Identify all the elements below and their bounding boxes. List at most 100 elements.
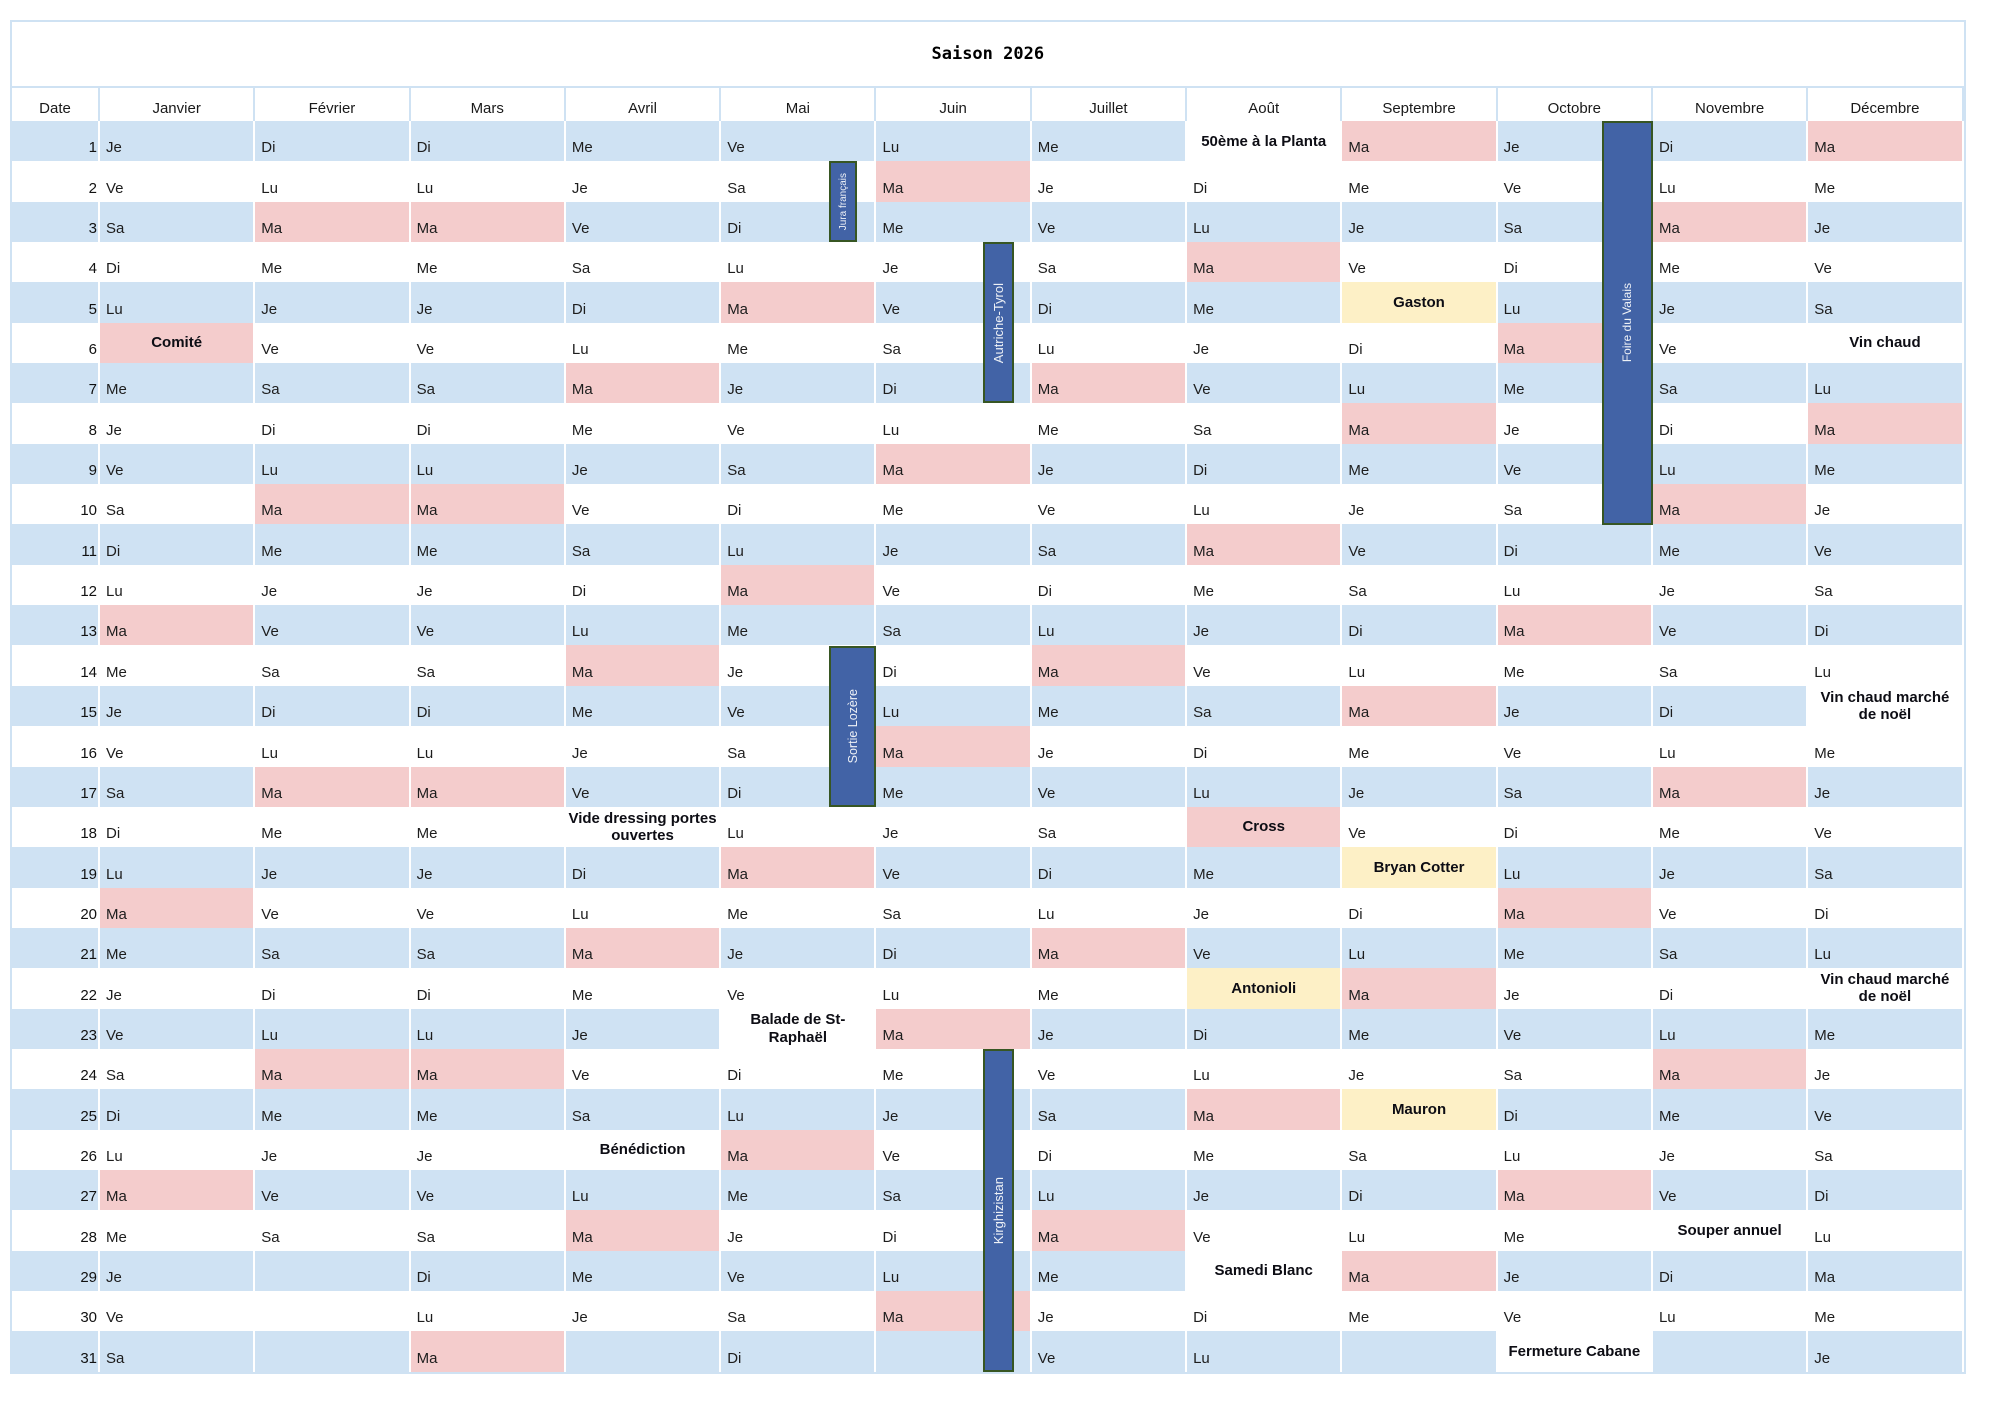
day-cell: Lu <box>1187 484 1343 525</box>
day-cell: Lu <box>1342 927 1498 969</box>
event-banner[interactable]: Gaston <box>1342 282 1498 323</box>
day-cell: Ve <box>100 161 256 202</box>
event-banner[interactable]: Vide dressing portes ouvertes <box>566 806 722 848</box>
day-cell: Sa <box>1498 1048 1653 1090</box>
trip-bar[interactable]: Kirghizistan <box>982 1049 1014 1372</box>
day-cell: Me <box>1497 927 1653 969</box>
day-cell: Lu <box>1652 443 1809 485</box>
day-cell: Lu <box>255 726 411 767</box>
day-cell: Di <box>876 1210 1032 1251</box>
day-cell: Je <box>1187 1169 1343 1211</box>
day-cell: Sa <box>100 201 256 243</box>
day-cell: Lu <box>1498 564 1653 606</box>
day-cell: Je <box>1032 726 1188 767</box>
day-cell: Je <box>1032 1290 1188 1332</box>
day-cell: Sa <box>721 1290 877 1332</box>
day-cell: Lu <box>410 443 566 485</box>
event-banner[interactable]: Bryan Cotter <box>1342 847 1498 888</box>
day-cell: Ve <box>876 564 1032 606</box>
day-cell: Me <box>1187 564 1343 606</box>
date-cell: 6 <box>12 322 100 364</box>
day-cell: Ma <box>1187 242 1343 283</box>
day-cell: Ma <box>721 1129 877 1170</box>
date-cell: 9 <box>12 443 100 485</box>
day-cell: Me <box>1808 726 1964 767</box>
event-banner[interactable]: Comité <box>100 322 256 364</box>
event-banner[interactable]: Vin chaud <box>1808 322 1964 364</box>
day-cell: Je <box>1187 605 1343 646</box>
day-cell: Di <box>566 564 722 606</box>
date-cell: 15 <box>12 685 100 727</box>
trip-bar[interactable]: Foire du Valais <box>1601 121 1653 525</box>
day-cell: Je <box>1808 766 1964 807</box>
day-cell: Ma <box>1342 1250 1498 1291</box>
day-cell: Je <box>1187 887 1343 928</box>
day-cell: Ma <box>1031 1210 1188 1251</box>
day-cell: Ma <box>565 645 722 686</box>
day-cell: Ma <box>1187 1089 1343 1130</box>
day-cell: Ma <box>1342 968 1498 1009</box>
event-banner[interactable]: Fermeture Cabane <box>1498 1331 1653 1372</box>
day-cell: Di <box>1187 1008 1343 1049</box>
day-cell: Ma <box>876 726 1032 767</box>
date-cell: 2 <box>12 161 100 202</box>
day-cell: Je <box>1498 968 1653 1009</box>
day-cell: Lu <box>411 1290 566 1332</box>
day-cell: Sa <box>255 645 411 686</box>
day-cell: Ve <box>1187 1210 1343 1251</box>
day-cell: Je <box>1032 161 1188 202</box>
day-cell: Je <box>411 564 566 606</box>
day-cell: Ve <box>1653 322 1809 364</box>
event-banner[interactable]: Antonioli <box>1187 968 1343 1009</box>
event-banner[interactable]: Cross <box>1187 806 1343 848</box>
trip-bar-label: Autriche-Tyrol <box>990 282 1006 363</box>
date-cell: 20 <box>12 887 100 928</box>
date-cell: 3 <box>12 201 100 243</box>
day-cell: Me <box>410 1089 566 1130</box>
day-cell: Ve <box>1031 201 1188 243</box>
date-cell: 27 <box>12 1169 100 1211</box>
event-banner[interactable]: Vin chaud marché de noël <box>1808 968 1964 1009</box>
day-cell: Me <box>1187 282 1343 323</box>
day-cell: Je <box>1497 1250 1653 1291</box>
event-banner[interactable]: Samedi Blanc <box>1187 1250 1343 1291</box>
day-cell: Je <box>100 121 256 162</box>
day-cell: Lu <box>1032 887 1188 928</box>
trip-bar[interactable]: Sortie Lozère <box>829 645 877 807</box>
event-banner[interactable]: Vin chaud marché de noël <box>1808 685 1964 727</box>
day-cell: Ma <box>1187 524 1343 565</box>
day-cell: Lu <box>1808 1210 1964 1251</box>
day-cell: Je <box>1031 443 1188 485</box>
day-cell: Ma <box>1652 484 1809 525</box>
day-cell: Sa <box>410 363 566 404</box>
day-cell: Ve <box>721 121 877 162</box>
date-cell: 29 <box>12 1250 100 1291</box>
day-cell: Me <box>1808 443 1964 485</box>
day-cell: Di <box>1187 726 1343 767</box>
day-cell: Di <box>1653 968 1809 1009</box>
day-cell: Sa <box>1652 927 1809 969</box>
event-banner[interactable]: Mauron <box>1342 1089 1498 1130</box>
trip-bar[interactable]: Autriche-Tyrol <box>982 242 1014 404</box>
event-banner[interactable]: Souper annuel <box>1653 1210 1809 1251</box>
day-cell: Ve <box>1031 1331 1188 1372</box>
day-cell: Je <box>1342 766 1498 807</box>
day-cell: Ma <box>876 161 1032 202</box>
day-cell: Ve <box>1187 363 1343 404</box>
day-cell: Sa <box>100 766 256 807</box>
event-banner[interactable]: Balade de St-Raphaël <box>721 1008 877 1049</box>
trip-bar[interactable]: Jura français <box>829 161 858 243</box>
day-cell: Ve <box>100 1008 256 1049</box>
day-cell: Lu <box>1031 605 1188 646</box>
day-cell: Ma <box>410 766 566 807</box>
day-cell: Di <box>1187 161 1343 202</box>
day-cell: Lu <box>255 443 411 485</box>
day-cell: Je <box>1808 484 1964 525</box>
date-cell: 7 <box>12 363 100 404</box>
day-cell: Me <box>410 524 566 565</box>
event-banner[interactable]: 50ème à la Planta <box>1187 121 1343 162</box>
date-cell: 21 <box>12 927 100 969</box>
day-cell: Je <box>1808 201 1964 243</box>
event-banner[interactable]: Bénédiction <box>566 1129 722 1170</box>
day-cell: Ve <box>1498 726 1653 767</box>
